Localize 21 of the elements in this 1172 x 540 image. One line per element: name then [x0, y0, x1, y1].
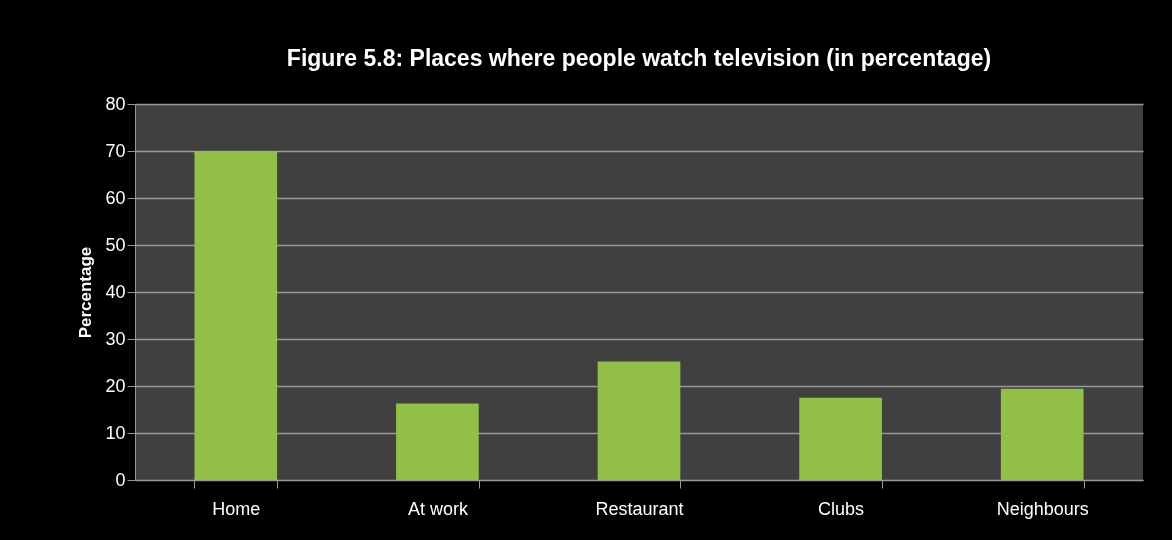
bar: [597, 361, 681, 480]
x-tick-label: Neighbours: [996, 498, 1089, 519]
x-tick-label: At work: [407, 498, 469, 519]
y-tick-label: 20: [105, 375, 126, 396]
y-tick-label: 40: [105, 281, 126, 302]
x-tick-label: Clubs: [818, 498, 865, 519]
x-tick-label: Home: [212, 498, 261, 519]
y-tick-label: 60: [105, 187, 126, 208]
bar: [1000, 388, 1084, 480]
bar: [396, 403, 479, 480]
y-axis-title: Percentage: [76, 246, 96, 339]
y-tick-label: 50: [105, 234, 126, 255]
y-tick-label: 0: [115, 469, 126, 490]
y-tick-label: 10: [105, 422, 126, 443]
y-tick-label: 70: [105, 140, 126, 161]
bar: [799, 397, 882, 480]
y-tick-label: 80: [105, 93, 126, 114]
chart-title: Figure 5.8: Places where people watch television (in percentage): [286, 45, 992, 71]
bar: [194, 151, 278, 480]
y-tick-label: 30: [105, 328, 126, 349]
x-tick-label: Restaurant: [595, 498, 684, 519]
